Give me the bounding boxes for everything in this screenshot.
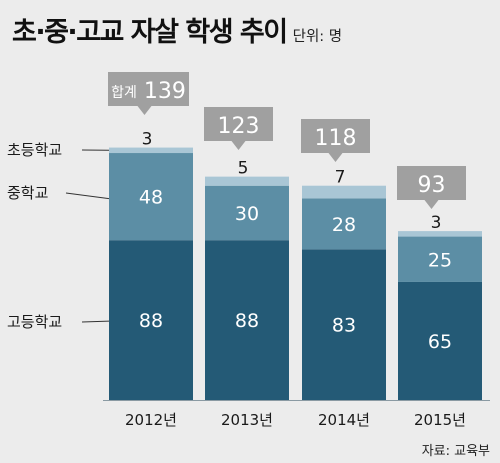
bar-segment-middleschool-2 [205,185,289,241]
value-label-highschool-1: 88 [139,310,163,332]
total-callout-2 [204,107,273,150]
x-tick-label-1: 2012년 [125,411,177,429]
x-axis: 2012년 2013년 2014년 2015년 [103,400,490,429]
title-row: 초·중·고교 자살 학생 추이 단위: 명 [12,10,342,54]
total-callout-4 [397,166,466,209]
bar-segment-elementary-1 [109,147,193,154]
value-label-highschool-2: 88 [235,310,259,332]
total-label-4: 93 [418,173,446,198]
value-label-highschool-3: 83 [332,315,356,337]
bar-segment-middleschool-4 [398,236,482,282]
bar-segment-elementary-4 [398,231,482,237]
value-label-middleschool-1: 48 [139,187,163,209]
legend-label-elementary: 초등학교 [7,141,62,159]
value-label-elementary-2: 5 [238,159,249,179]
chart-title: 초·중·고교 자살 학생 추이 [12,17,288,48]
bar-segment-highschool-4 [398,281,482,400]
legend-label-highschool: 고등학교 [7,313,62,331]
total-label-2: 123 [218,114,260,139]
bar-segment-highschool-3 [302,249,386,400]
value-label-middleschool-2: 30 [235,203,259,225]
bars-layer: 88 48 3 88 30 5 83 28 7 65 25 3 [109,130,482,400]
value-label-elementary-1: 3 [142,130,153,150]
value-label-highschool-4: 65 [428,331,452,353]
total-label-3: 118 [315,126,357,151]
unit-label: 단위: 명 [292,29,343,45]
bar-segment-elementary-3 [302,185,386,199]
bar-segment-middleschool-3 [302,198,386,250]
total-label-1: 합계 139 [111,79,186,104]
x-tick-label-2: 2013년 [221,411,273,429]
value-label-elementary-3: 7 [335,168,346,188]
value-label-middleschool-3: 28 [332,214,356,236]
x-tick-label-3: 2014년 [318,411,370,429]
bar-segment-highschool-2 [205,240,289,400]
total-callout-3 [301,119,370,162]
legend-leader-highschool [81,320,110,323]
bar-segment-elementary-2 [205,176,289,186]
value-label-elementary-4: 3 [431,213,442,233]
legend-label-middleschool: 중학교 [7,184,48,202]
value-label-middleschool-4: 25 [428,249,452,271]
total-callouts-layer: 합계 139 123 118 93 [108,72,466,209]
bar-segment-highschool-1 [109,240,193,400]
legend-leader-middleschool [65,192,110,200]
bar-segment-middleschool-1 [109,153,193,241]
x-tick-label-4: 2015년 [414,411,466,429]
total-callout-1 [108,72,189,115]
source-note: 자료: 교육부 [421,444,490,459]
